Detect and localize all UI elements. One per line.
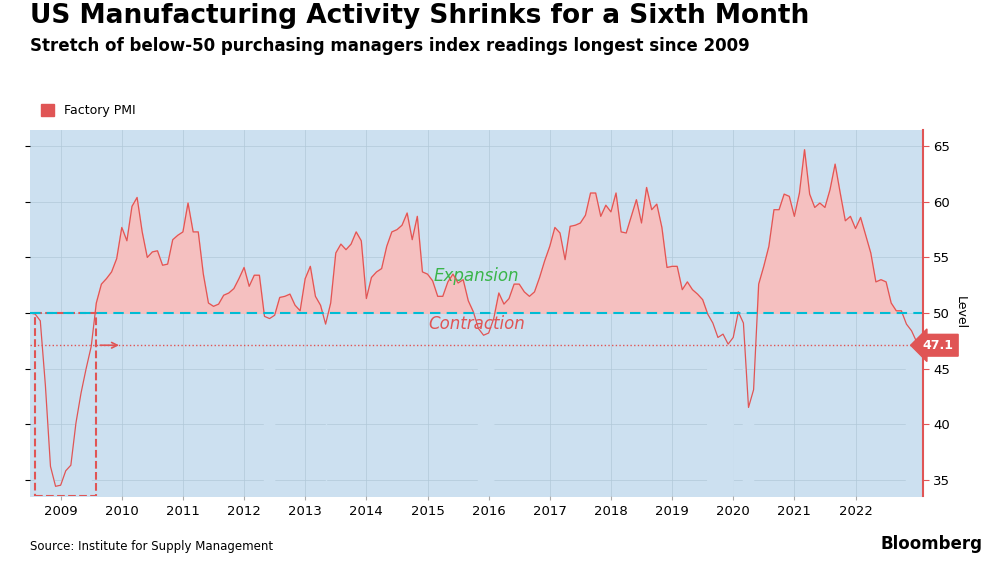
Text: Contraction: Contraction xyxy=(428,315,524,333)
Legend: Factory PMI: Factory PMI xyxy=(36,99,140,122)
Text: Bloomberg: Bloomberg xyxy=(880,535,982,553)
Y-axis label: Level: Level xyxy=(953,297,966,329)
Text: Expansion: Expansion xyxy=(433,267,519,285)
Bar xyxy=(35,313,96,496)
Text: Stretch of below-50 purchasing managers index readings longest since 2009: Stretch of below-50 purchasing managers … xyxy=(30,37,749,55)
Text: US Manufacturing Activity Shrinks for a Sixth Month: US Manufacturing Activity Shrinks for a … xyxy=(30,3,809,29)
Text: Source: Institute for Supply Management: Source: Institute for Supply Management xyxy=(30,540,273,553)
Text: 47.1: 47.1 xyxy=(922,339,953,352)
